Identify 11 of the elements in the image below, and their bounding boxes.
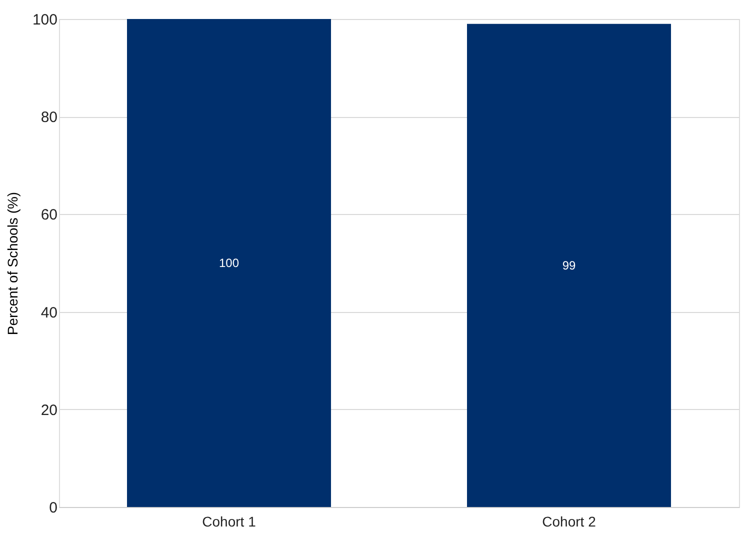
x-tick-label: Cohort 1	[202, 514, 256, 530]
data-label: 100	[218, 256, 240, 270]
y-tick-label: 100	[32, 12, 58, 28]
y-tick-label: 20	[40, 402, 58, 419]
y-tick-label: 60	[40, 206, 58, 224]
x-tick-label: Cohort 2	[542, 514, 596, 530]
y-tick-label: 80	[40, 109, 58, 126]
y-tick-label: 0	[49, 500, 58, 516]
y-tick-label: 40	[40, 304, 58, 322]
data-label: 99	[562, 258, 576, 272]
y-axis-title: Percent of Schools (%)	[4, 192, 20, 336]
